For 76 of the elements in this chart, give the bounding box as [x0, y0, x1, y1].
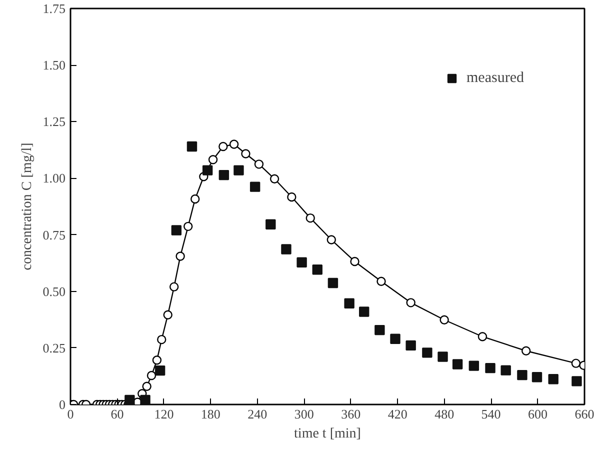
y-tick-label: 0 — [59, 397, 66, 412]
point — [171, 225, 182, 236]
point — [438, 352, 448, 362]
point — [406, 298, 416, 308]
point — [572, 376, 582, 386]
x-tick-label: 240 — [248, 406, 268, 422]
y-axis-title: concentration C [mg/l] — [20, 142, 35, 270]
point — [312, 264, 322, 275]
point — [517, 370, 528, 380]
point — [270, 174, 280, 184]
point — [359, 306, 370, 317]
y-tick-label: 1.25 — [42, 114, 66, 130]
point — [350, 256, 360, 266]
point — [163, 310, 172, 320]
point — [241, 149, 250, 158]
y-tick-label: 0.25 — [42, 340, 66, 356]
x-tick-label: 420 — [388, 406, 408, 422]
point — [254, 160, 264, 169]
x-tick-label: 360 — [341, 406, 361, 422]
point — [281, 244, 292, 254]
x-tick-label: 180 — [200, 406, 220, 422]
point — [521, 346, 531, 356]
y-tick-label: 1.50 — [42, 58, 66, 73]
point — [468, 360, 480, 371]
point — [218, 142, 228, 152]
point — [296, 257, 307, 268]
point — [186, 141, 198, 152]
point — [571, 358, 581, 368]
y-tick-label: 1.00 — [42, 170, 66, 186]
x-tick-label: 120 — [154, 406, 174, 422]
point — [202, 165, 213, 176]
y-tick-label: 0.75 — [42, 227, 66, 242]
point — [208, 155, 218, 164]
point — [140, 394, 150, 404]
point — [376, 276, 386, 286]
x-tick-label: 480 — [434, 406, 454, 422]
point — [250, 182, 260, 192]
legend-label: measured — [466, 70, 524, 86]
point — [169, 282, 179, 292]
point — [374, 324, 385, 336]
point — [190, 194, 200, 204]
x-axis-title: time t [min] — [294, 426, 361, 442]
x-tick-label: 60 — [110, 406, 124, 422]
x-tick-label: 540 — [481, 406, 501, 422]
point — [326, 235, 336, 244]
point — [152, 356, 162, 365]
point — [390, 334, 400, 344]
point — [532, 372, 542, 382]
x-tick-label: 600 — [528, 406, 548, 422]
point — [500, 365, 511, 376]
y-tick-label: 0.50 — [42, 284, 66, 299]
point — [124, 394, 135, 404]
point — [234, 165, 244, 176]
point — [344, 298, 354, 308]
point — [478, 332, 488, 342]
point — [229, 140, 239, 149]
point — [440, 315, 449, 324]
point — [146, 370, 156, 380]
point — [452, 359, 463, 370]
x-tick-label: 660 — [574, 406, 594, 422]
point — [406, 340, 416, 351]
point — [218, 170, 230, 180]
point — [328, 278, 338, 288]
point — [176, 252, 185, 261]
point — [154, 365, 166, 376]
point — [157, 334, 166, 344]
y-tick-label: 1.75 — [42, 1, 66, 16]
point — [287, 192, 296, 202]
point — [548, 374, 558, 384]
point — [306, 213, 315, 223]
point — [422, 348, 432, 358]
point — [266, 219, 276, 230]
point — [485, 362, 496, 374]
point — [142, 382, 152, 391]
point — [183, 222, 193, 232]
x-tick-label: 300 — [294, 406, 314, 422]
